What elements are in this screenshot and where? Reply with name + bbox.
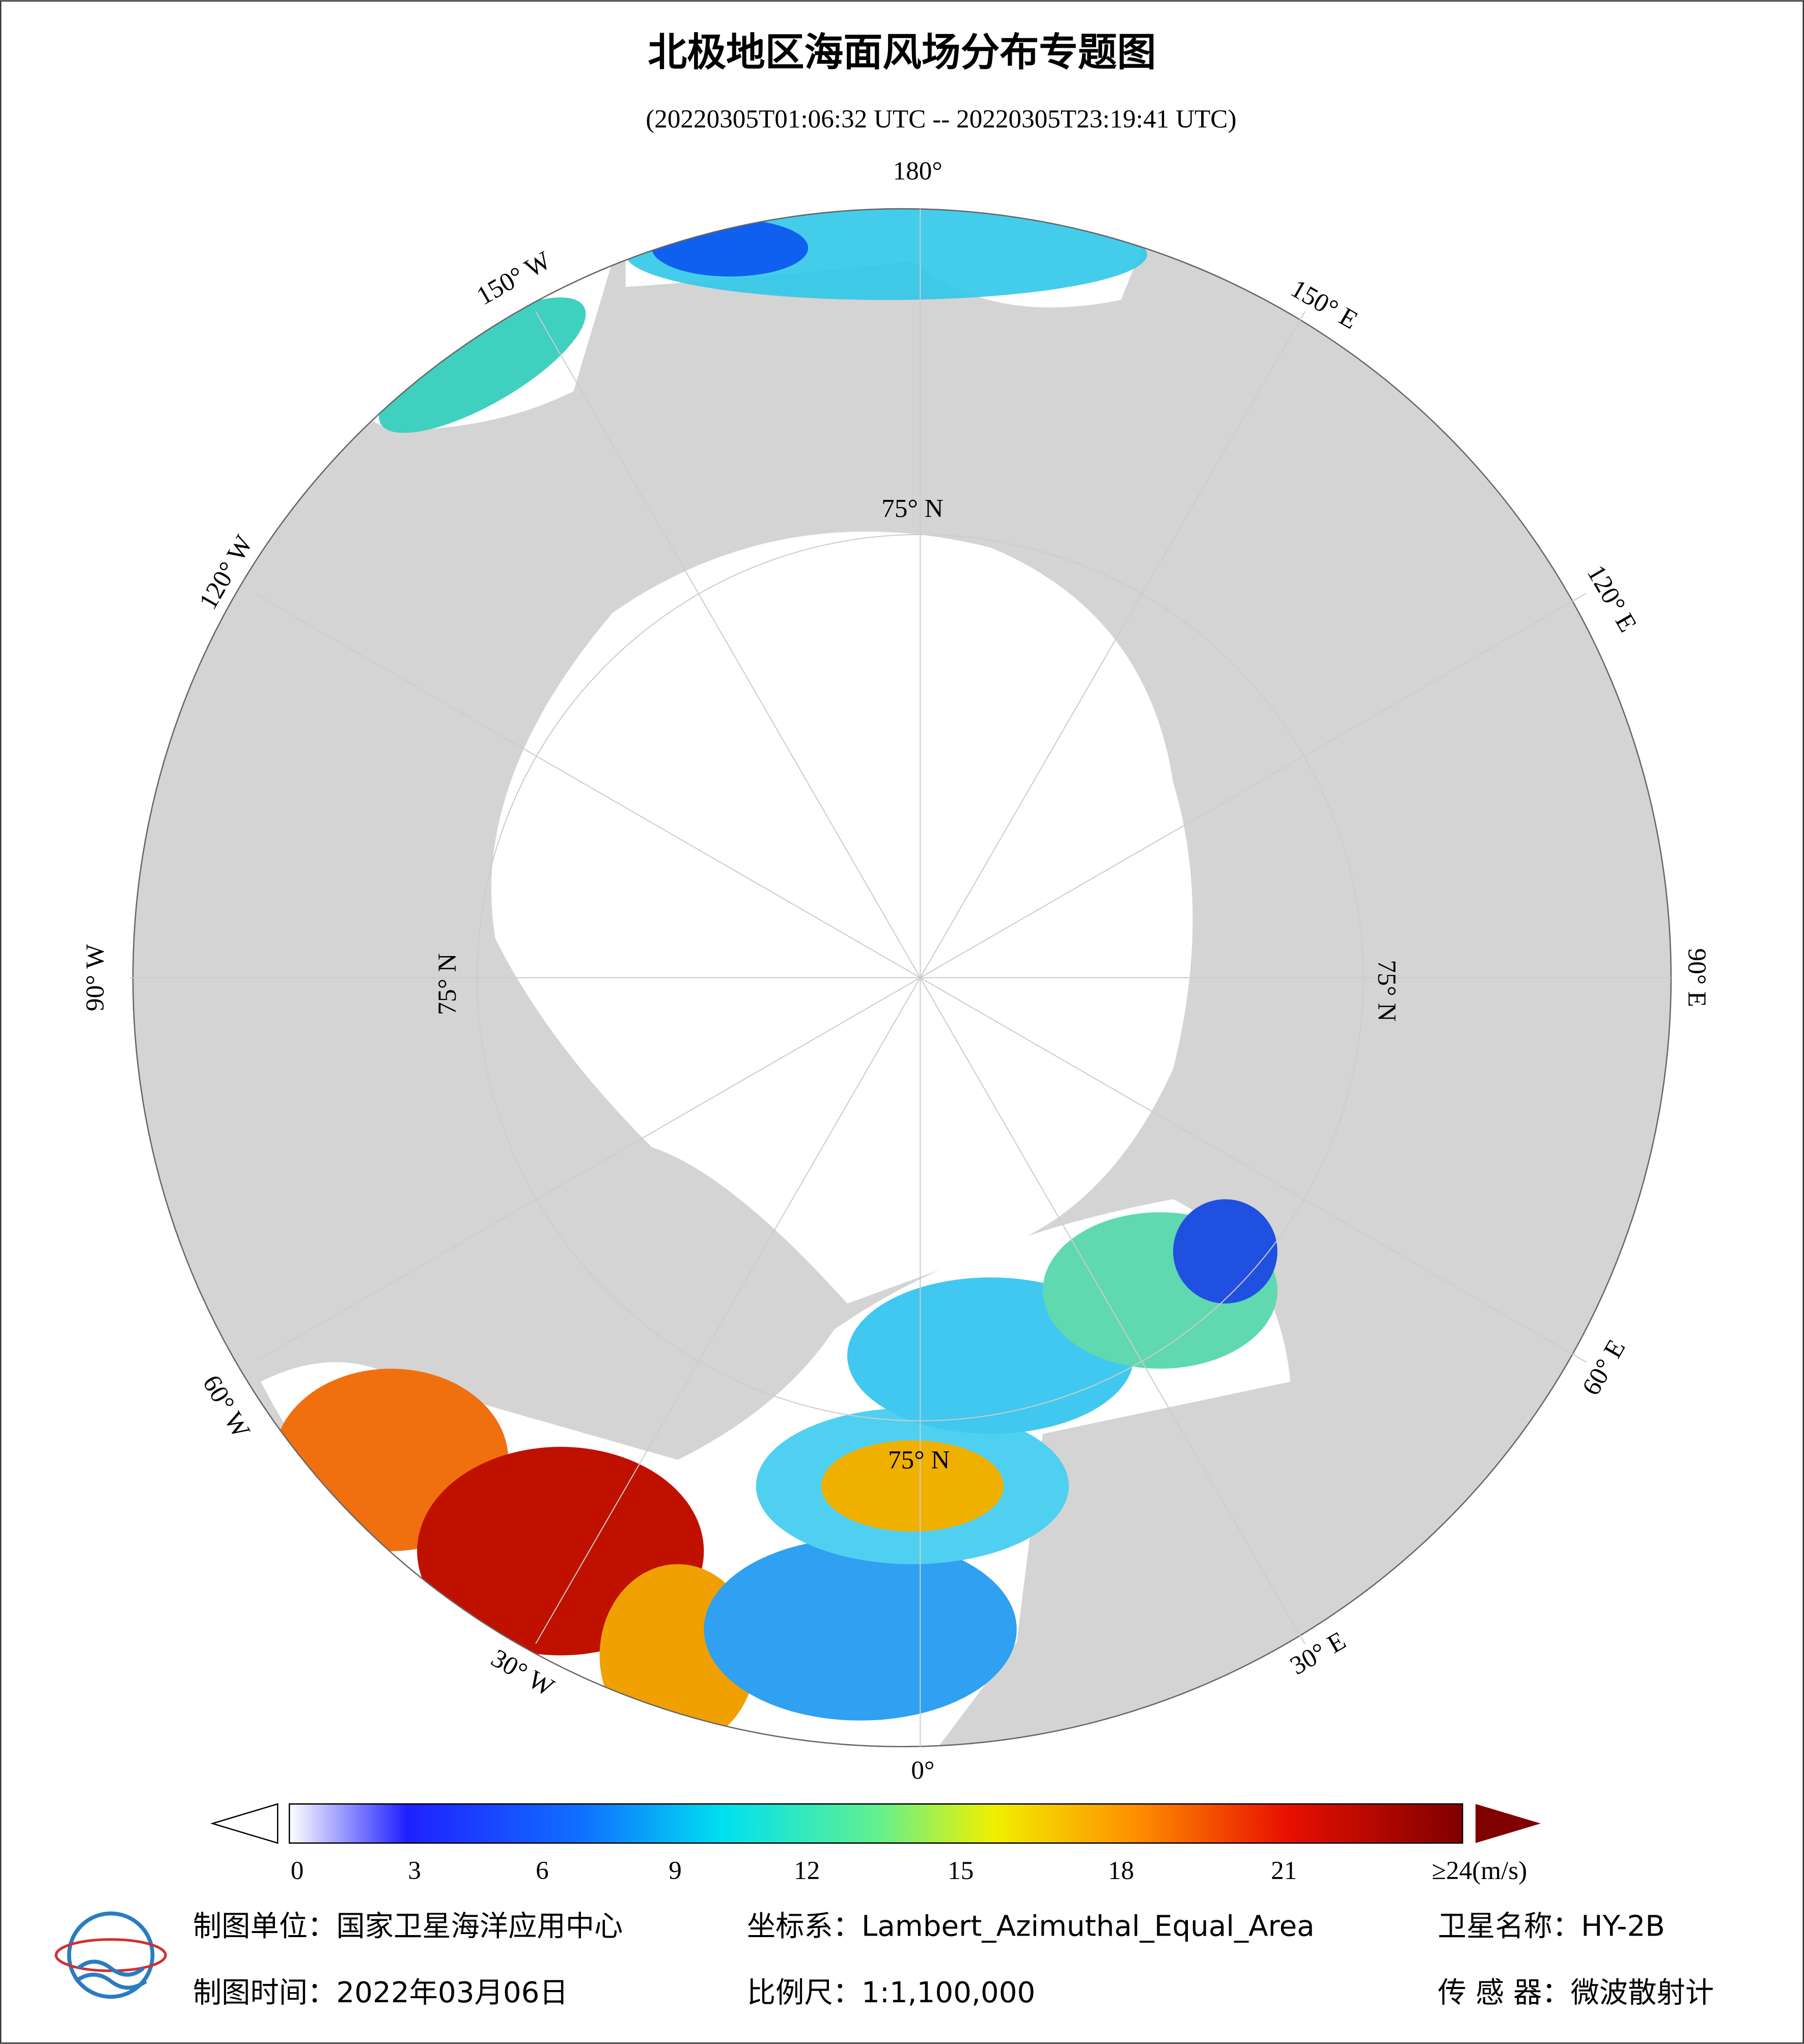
latitude-label: 75° N: [433, 954, 462, 1015]
colorbar-tick-label: 12: [794, 1856, 820, 1885]
latitude-label: 75° N: [1372, 960, 1401, 1021]
colorbar-tick-label: 21: [1271, 1856, 1297, 1885]
colorbar-under: [210, 1803, 279, 1844]
wind-field: [704, 1538, 1017, 1721]
longitude-label: 120° E: [1581, 560, 1643, 637]
longitude-label: 90° E: [1682, 948, 1711, 1007]
colorbar-tick-label: ≥24(m/s): [1432, 1856, 1527, 1885]
longitude-label: 180°: [893, 157, 942, 186]
colorbar-tick-label: 15: [948, 1856, 974, 1885]
wind-field: [1173, 1199, 1278, 1304]
footer-unit: 制图单位：国家卫星海洋应用中心: [193, 1910, 623, 1943]
colorbar: [289, 1803, 1463, 1844]
wind-field: [821, 1440, 1004, 1532]
longitude-label: 60° E: [1576, 1335, 1631, 1401]
subtitle: (20220305T01:06:32 UTC -- 20220305T23:19…: [646, 104, 1236, 133]
footer-crs: 坐标系：Lambert_Azimuthal_Equal_Area: [747, 1910, 1315, 1943]
footer-sensor: 传 感 器：微波散射计: [1438, 1976, 1714, 2009]
longitude-label: 0°: [911, 1756, 934, 1785]
latitude-label: 75° N: [888, 1446, 950, 1475]
graticule: [130, 209, 1671, 1747]
title: 北极地区海面风场分布专题图: [648, 30, 1156, 75]
colorbar-tick-label: 9: [669, 1856, 682, 1885]
footer-scale: 比例尺：1:1,100,000: [747, 1976, 1036, 2009]
logo: [54, 1911, 167, 1999]
footer-date: 制图时间：2022年03月06日: [193, 1976, 568, 2009]
wind-field: [378, 297, 586, 433]
longitude-label: 90° W: [81, 944, 110, 1012]
footer-satellite: 卫星名称：HY-2B: [1438, 1910, 1665, 1943]
colorbar-tick-label: 6: [536, 1856, 549, 1885]
colorbar-over: [1475, 1804, 1541, 1843]
colorbar-tick-label: 3: [408, 1856, 421, 1885]
arctic-ocean: [491, 531, 1193, 1304]
colorbar-tick-label: 18: [1108, 1856, 1134, 1885]
colorbar-tick-label: 0: [291, 1856, 304, 1885]
latitude-label: 75° N: [881, 494, 943, 523]
map: [133, 209, 1671, 1747]
